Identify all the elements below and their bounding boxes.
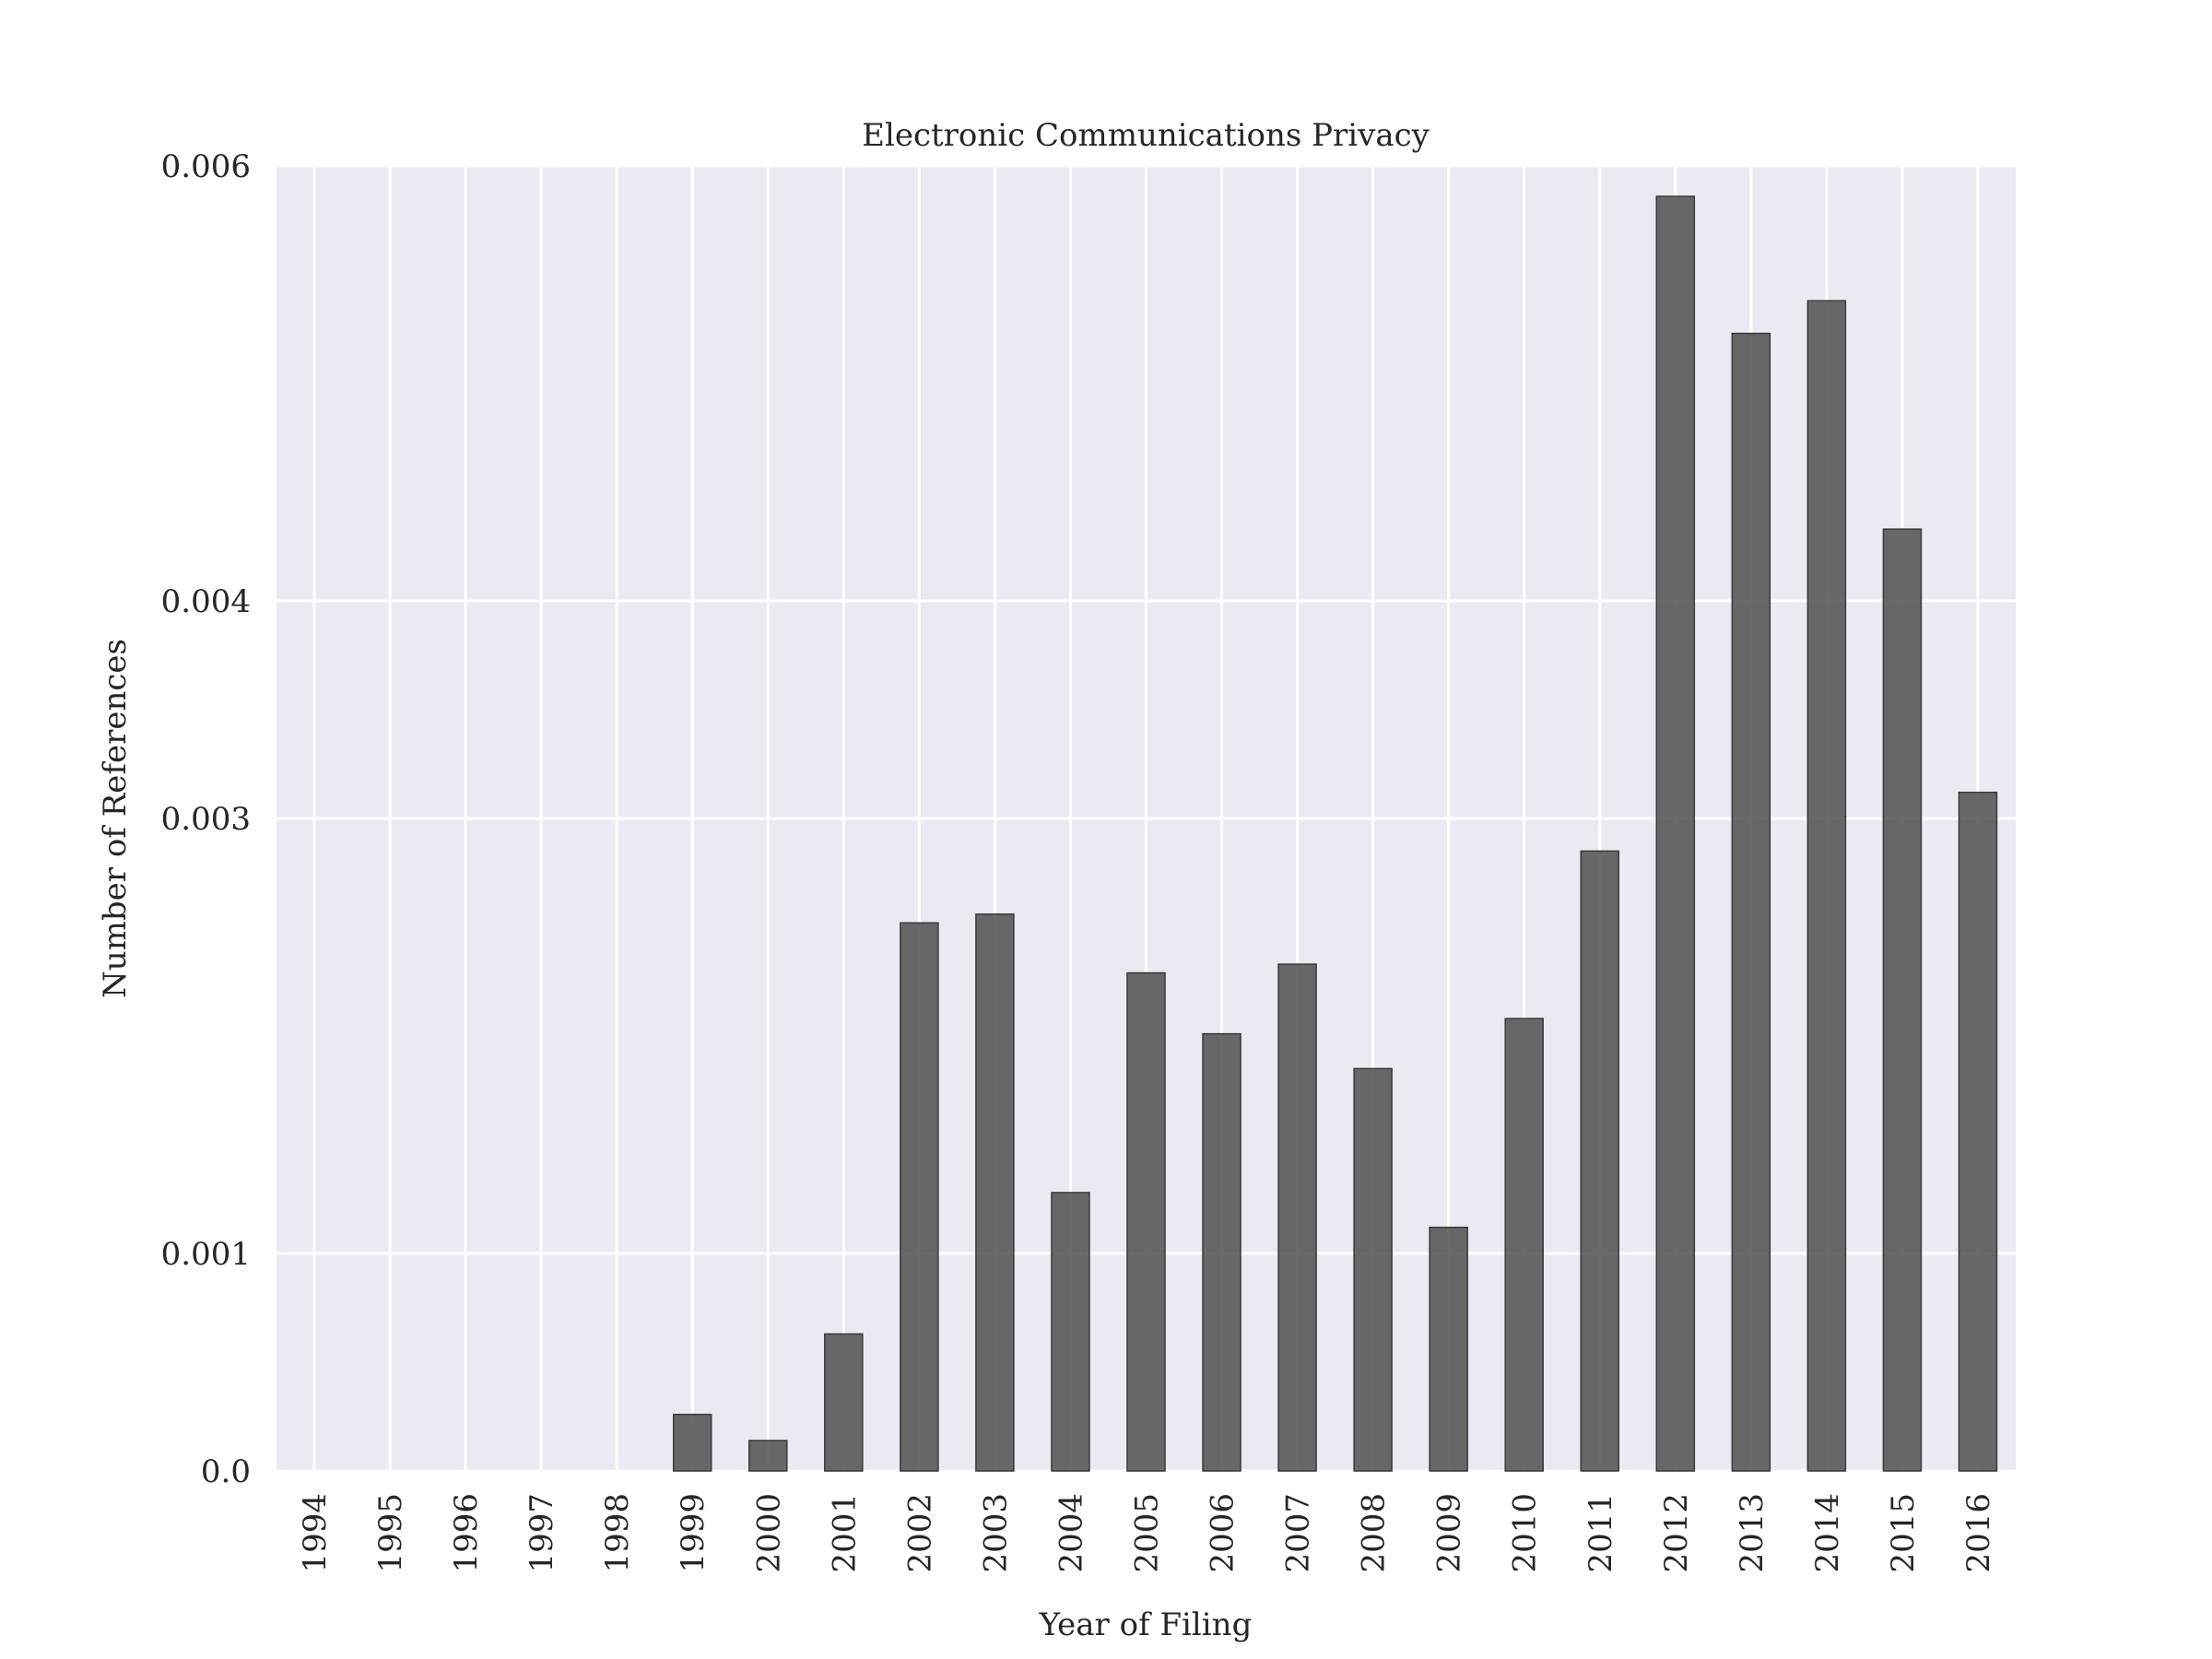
x-tick-label: 2009 — [1431, 1493, 1468, 1573]
x-tick-label: 2000 — [750, 1493, 787, 1573]
x-tick-labels: 1994 1995 1996 1997 1998 1999 2000 2001 2002 2003… — [297, 1493, 1997, 1573]
chart-title: Electronic Communications Privacy — [862, 117, 1430, 154]
bar-2007 — [1277, 963, 1317, 1472]
x-tick-label: 2015 — [1885, 1493, 1922, 1573]
bar-2009 — [1429, 1226, 1468, 1472]
y-tick-label: 0.003 — [161, 801, 251, 838]
y-tick-label: 0.004 — [161, 583, 251, 620]
bar-2008 — [1353, 1067, 1393, 1472]
x-tick-label: 2001 — [826, 1493, 863, 1573]
bar-2016 — [1958, 791, 1998, 1472]
x-tick-label: 2014 — [1809, 1493, 1846, 1573]
y-tick-label: 0.006 — [161, 148, 251, 185]
bar-2002 — [900, 922, 939, 1472]
x-tick-label: 2006 — [1205, 1493, 1241, 1573]
x-tick-label: 2008 — [1356, 1493, 1393, 1573]
bar-1999 — [672, 1413, 712, 1472]
x-tick-label: 2005 — [1129, 1493, 1166, 1573]
y-tick-label: 0.001 — [161, 1236, 251, 1273]
x-tick-label: 1996 — [448, 1493, 485, 1573]
x-tick-label: 2011 — [1583, 1493, 1619, 1573]
y-tick-labels: 0.0 0.001 0.003 0.004 0.006 — [161, 148, 251, 1490]
x-tick-label: 2013 — [1734, 1493, 1771, 1573]
bar-2000 — [748, 1440, 788, 1472]
bar-2011 — [1580, 850, 1620, 1472]
bar-2014 — [1806, 300, 1847, 1472]
x-tick-label: 2016 — [1960, 1493, 1997, 1573]
y-axis-label: Number of References — [97, 639, 134, 998]
x-tick-label: 2007 — [1280, 1493, 1317, 1573]
bar-2015 — [1882, 528, 1923, 1472]
bar-2010 — [1504, 1018, 1544, 1472]
x-tick-label: 1999 — [675, 1493, 712, 1573]
x-tick-label: 2004 — [1053, 1493, 1089, 1573]
bar-2005 — [1126, 971, 1166, 1472]
bar-2013 — [1731, 332, 1771, 1472]
x-tick-label: 2002 — [901, 1493, 938, 1573]
x-tick-label: 2012 — [1658, 1493, 1695, 1573]
bar-2006 — [1202, 1032, 1241, 1472]
bar-2012 — [1655, 195, 1696, 1472]
bar-2003 — [975, 913, 1015, 1472]
x-tick-label: 2010 — [1507, 1493, 1544, 1573]
bar-2001 — [824, 1333, 864, 1472]
y-tick-label: 0.0 — [201, 1453, 251, 1490]
x-tick-label: 1995 — [372, 1493, 409, 1573]
x-tick-label: 1997 — [524, 1493, 560, 1573]
x-tick-label: 2003 — [977, 1493, 1014, 1573]
x-tick-label: 1998 — [599, 1493, 636, 1573]
x-axis-label: Year of Filing — [1039, 1606, 1253, 1643]
x-tick-label: 1994 — [297, 1493, 334, 1573]
bar-2004 — [1051, 1192, 1090, 1472]
bars — [672, 195, 1998, 1472]
